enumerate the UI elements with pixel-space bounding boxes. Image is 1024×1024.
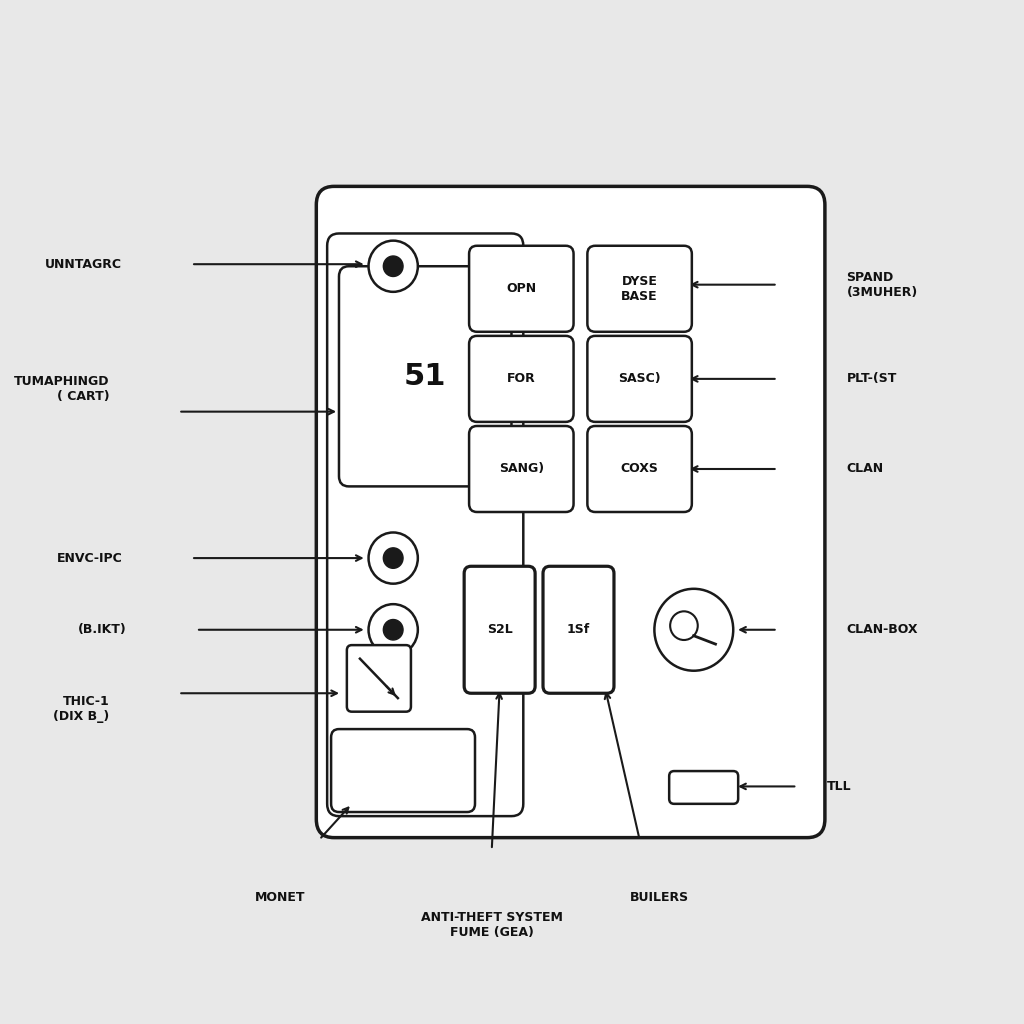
Text: ENVC-IPC: ENVC-IPC [56, 552, 122, 564]
Text: TLL: TLL [826, 780, 852, 793]
Text: TUMAPHINGD
( CART): TUMAPHINGD ( CART) [14, 375, 110, 403]
FancyBboxPatch shape [464, 566, 536, 693]
FancyBboxPatch shape [588, 336, 692, 422]
FancyBboxPatch shape [347, 645, 411, 712]
Text: S2L: S2L [486, 624, 513, 636]
Circle shape [383, 548, 403, 568]
FancyBboxPatch shape [469, 336, 573, 422]
Text: ANTI-THEFT SYSTEM
FUME (GEA): ANTI-THEFT SYSTEM FUME (GEA) [421, 911, 563, 939]
Text: BUILERS: BUILERS [630, 891, 689, 904]
Text: 51: 51 [404, 361, 446, 391]
FancyBboxPatch shape [469, 426, 573, 512]
Text: SPAND
(3MUHER): SPAND (3MUHER) [847, 270, 918, 299]
Text: PLT-(ST: PLT-(ST [847, 373, 897, 385]
Circle shape [369, 604, 418, 655]
Circle shape [383, 256, 403, 276]
Text: MONET: MONET [255, 891, 305, 904]
Text: (B.IKT): (B.IKT) [78, 624, 127, 636]
Circle shape [383, 620, 403, 640]
Circle shape [369, 241, 418, 292]
FancyBboxPatch shape [588, 246, 692, 332]
Text: SASC): SASC) [618, 373, 660, 385]
FancyBboxPatch shape [331, 729, 475, 812]
Text: SANG): SANG) [499, 463, 544, 475]
FancyBboxPatch shape [469, 246, 573, 332]
FancyBboxPatch shape [669, 771, 738, 804]
Text: OPN: OPN [506, 283, 537, 295]
FancyBboxPatch shape [327, 233, 523, 816]
Text: FOR: FOR [507, 373, 536, 385]
Text: CLAN: CLAN [847, 463, 884, 475]
Text: COXS: COXS [621, 463, 658, 475]
FancyBboxPatch shape [588, 426, 692, 512]
Text: 1Sf: 1Sf [567, 624, 590, 636]
Circle shape [654, 589, 733, 671]
Circle shape [369, 532, 418, 584]
Text: DYSE
BASE: DYSE BASE [622, 274, 657, 303]
Text: THIC-1
(DIX B_): THIC-1 (DIX B_) [53, 694, 110, 723]
FancyBboxPatch shape [543, 566, 614, 693]
FancyBboxPatch shape [339, 266, 511, 486]
Text: CLAN-BOX: CLAN-BOX [847, 624, 919, 636]
Text: UNNTAGRC: UNNTAGRC [45, 258, 122, 270]
FancyBboxPatch shape [316, 186, 825, 838]
